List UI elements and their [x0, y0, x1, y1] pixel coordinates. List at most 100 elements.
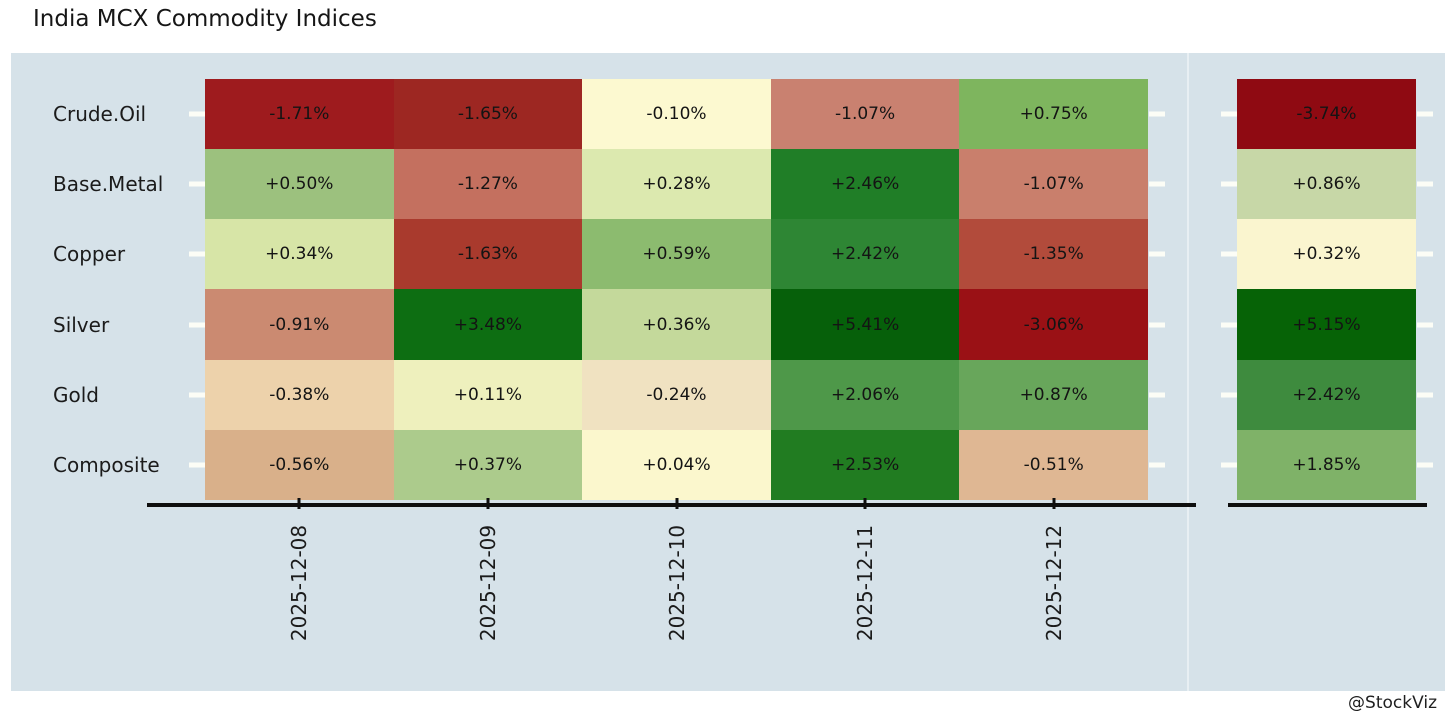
- row-label: Copper: [53, 242, 125, 266]
- cell-value: -3.74%: [1296, 104, 1356, 124]
- cell-value: +0.04%: [642, 455, 710, 475]
- cell-value: +5.15%: [1292, 315, 1360, 335]
- cell-value: -1.63%: [458, 244, 518, 264]
- cell-value: -0.91%: [269, 315, 329, 335]
- cell-value: +0.34%: [265, 244, 333, 264]
- heatmap-cell: -0.91%: [205, 289, 394, 359]
- heatmap-cell: -0.38%: [205, 360, 394, 430]
- x-axis-label: 2025-12-08: [287, 525, 311, 641]
- row-tick: [1149, 392, 1165, 397]
- row-tick: [1149, 252, 1165, 257]
- cell-value: +0.75%: [1020, 104, 1088, 124]
- row-tick: [189, 112, 205, 117]
- panel-separator: [1187, 53, 1189, 691]
- cell-value: -1.35%: [1024, 244, 1084, 264]
- row-tick: [1221, 112, 1237, 117]
- summary-cell: +5.15%: [1237, 289, 1416, 359]
- summary-cell: +1.85%: [1237, 430, 1416, 500]
- cell-value: +2.53%: [831, 455, 899, 475]
- row-label: Gold: [53, 383, 99, 407]
- row-tick: [189, 392, 205, 397]
- cell-value: +0.37%: [454, 455, 522, 475]
- cell-value: -0.24%: [646, 385, 706, 405]
- summary-cell: +0.32%: [1237, 219, 1416, 289]
- row-tick: [1417, 392, 1433, 397]
- heatmap-cell: -1.07%: [959, 149, 1148, 219]
- cell-value: +0.86%: [1292, 174, 1360, 194]
- heatmap-cell: -1.35%: [959, 219, 1148, 289]
- cell-value: +2.42%: [831, 244, 899, 264]
- cell-value: +3.48%: [454, 315, 522, 335]
- heatmap-cell: +5.41%: [771, 289, 960, 359]
- x-axis-tick: [298, 498, 301, 509]
- heatmap-cell: -1.63%: [394, 219, 583, 289]
- row-tick: [1417, 322, 1433, 327]
- row-tick: [1149, 182, 1165, 187]
- x-axis-label: 2025-12-10: [665, 525, 689, 641]
- cell-value: -1.07%: [1024, 174, 1084, 194]
- row-tick: [1417, 182, 1433, 187]
- heatmap-cell: -1.27%: [394, 149, 583, 219]
- row-label: Crude.Oil: [53, 102, 146, 126]
- row-tick: [189, 252, 205, 257]
- cell-value: +0.28%: [642, 174, 710, 194]
- row-tick: [189, 462, 205, 467]
- cell-value: -0.10%: [646, 104, 706, 124]
- heatmap-main-grid: -1.71%-1.65%-0.10%-1.07%+0.75%+0.50%-1.2…: [205, 79, 1148, 500]
- heatmap-cell: +0.04%: [582, 430, 771, 500]
- heatmap-cell: -0.51%: [959, 430, 1148, 500]
- page: India MCX Commodity Indices Crude.Oil Bas…: [0, 0, 1456, 728]
- row-tick: [1221, 392, 1237, 397]
- cell-value: +2.46%: [831, 174, 899, 194]
- cell-value: +0.36%: [642, 315, 710, 335]
- heatmap-cell: -3.06%: [959, 289, 1148, 359]
- heatmap-cell: +0.34%: [205, 219, 394, 289]
- row-tick: [189, 182, 205, 187]
- heatmap-cell: +2.42%: [771, 219, 960, 289]
- heatmap-cell: +0.11%: [394, 360, 583, 430]
- x-axis-label: 2025-12-12: [1042, 525, 1066, 641]
- row-tick: [1221, 462, 1237, 467]
- heatmap-cell: +2.53%: [771, 430, 960, 500]
- heatmap-cell: +0.50%: [205, 149, 394, 219]
- cell-value: +2.42%: [1292, 385, 1360, 405]
- heatmap-cell: -0.24%: [582, 360, 771, 430]
- heatmap-cell: +0.37%: [394, 430, 583, 500]
- cell-value: +0.87%: [1020, 385, 1088, 405]
- cell-value: +1.85%: [1292, 455, 1360, 475]
- row-tick: [1149, 322, 1165, 327]
- heatmap-cell: +3.48%: [394, 289, 583, 359]
- row-label: Base.Metal: [53, 172, 163, 196]
- heatmap-cell: +0.75%: [959, 79, 1148, 149]
- x-axis-tick: [486, 498, 489, 509]
- heatmap-cell: +0.36%: [582, 289, 771, 359]
- cell-value: +0.50%: [265, 174, 333, 194]
- row-tick: [1417, 112, 1433, 117]
- chart-title: India MCX Commodity Indices: [33, 6, 377, 32]
- row-tick: [189, 322, 205, 327]
- cell-value: -1.71%: [269, 104, 329, 124]
- cell-value: -1.27%: [458, 174, 518, 194]
- cell-value: +2.06%: [831, 385, 899, 405]
- cell-value: +0.59%: [642, 244, 710, 264]
- x-axis-line-summary: [1228, 503, 1427, 507]
- cell-value: +0.11%: [454, 385, 522, 405]
- heatmap-cell: +2.46%: [771, 149, 960, 219]
- cell-value: -3.06%: [1024, 315, 1084, 335]
- cell-value: -0.56%: [269, 455, 329, 475]
- watermark: @StockViz: [1348, 693, 1437, 713]
- heatmap-cell: -1.71%: [205, 79, 394, 149]
- heatmap-cell: +0.87%: [959, 360, 1148, 430]
- heatmap-cell: -1.07%: [771, 79, 960, 149]
- x-axis-tick: [675, 498, 678, 509]
- x-axis-tick: [864, 498, 867, 509]
- x-axis-label: 2025-12-09: [476, 525, 500, 641]
- row-tick: [1417, 252, 1433, 257]
- row-tick: [1149, 112, 1165, 117]
- cell-value: -1.07%: [835, 104, 895, 124]
- summary-cell: -3.74%: [1237, 79, 1416, 149]
- cell-value: +0.32%: [1292, 244, 1360, 264]
- row-label: Composite: [53, 453, 160, 477]
- x-axis-tick: [1052, 498, 1055, 509]
- cell-value: +5.41%: [831, 315, 899, 335]
